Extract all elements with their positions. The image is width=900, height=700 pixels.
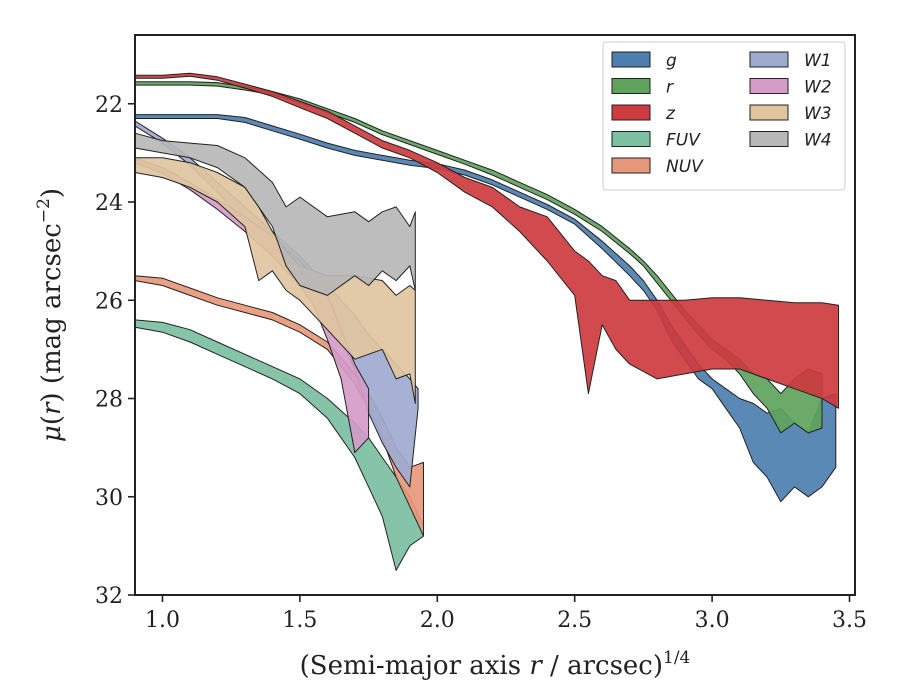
- x-tick-label: 2.0: [420, 608, 455, 633]
- y-tick-label: 22: [95, 93, 123, 118]
- legend-swatch: [611, 157, 651, 174]
- legend-swatch: [749, 78, 789, 94]
- legend-item-nuv: NUV: [611, 157, 704, 177]
- series-band-nuv: [134, 275, 424, 537]
- legend-item-w4: W4: [749, 131, 832, 151]
- series-band-w4: [134, 132, 416, 296]
- legend-label: W4: [804, 131, 832, 151]
- legend-swatch: [611, 131, 651, 147]
- x-tick-label: 2.5: [557, 608, 592, 633]
- series-band-g: [134, 114, 837, 503]
- x-tick-label: 1.5: [282, 608, 317, 633]
- legend-swatch: [749, 131, 789, 147]
- series-band-z: [134, 72, 839, 409]
- series-band-r: [134, 81, 823, 434]
- legend-label: r: [666, 78, 674, 98]
- y-axis-label: μ(r) (mag arcsec−2): [34, 188, 67, 442]
- legend-item-w2: W2: [749, 78, 832, 98]
- legend-swatch: [749, 104, 789, 121]
- legend-label: z: [665, 104, 676, 124]
- x-tick-label: 3.0: [695, 608, 730, 633]
- y-tick-label: 26: [95, 289, 123, 314]
- y-tick-label: 24: [95, 191, 123, 216]
- legend-swatch: [611, 104, 651, 121]
- legend-label: W3: [804, 104, 832, 124]
- legend-swatch: [749, 51, 789, 68]
- legend-label: NUV: [666, 157, 704, 177]
- y-tick-label: 30: [95, 486, 123, 511]
- y-tick-label: 28: [95, 388, 123, 413]
- legend-item-fuv: FUV: [611, 131, 701, 151]
- legend-item-g: g: [611, 51, 677, 71]
- legend-label: W2: [804, 78, 832, 98]
- legend-swatch: [611, 78, 651, 94]
- legend-label: g: [666, 51, 677, 71]
- axis-layer: 1.0 1.5 2.0 2.5 3.0 3.5 22 24 26 28 30 32: [95, 93, 867, 633]
- x-tick-label: 3.5: [832, 608, 867, 633]
- legend-item-w1: W1: [749, 51, 832, 71]
- legend-label: FUV: [666, 131, 701, 151]
- legend: grz FUV NUV W1 W2 W3 W4: [602, 41, 846, 191]
- series-layer: [134, 72, 839, 571]
- legend-item-z: z: [611, 104, 676, 124]
- y-tick-label: 32: [95, 584, 123, 609]
- legend-item-r: r: [611, 78, 674, 98]
- legend-item-w3: W3: [749, 104, 832, 124]
- legend-label: W1: [804, 51, 832, 71]
- legend-swatch: [611, 51, 651, 68]
- x-tick-label: 1.0: [145, 608, 180, 633]
- plot-frame: [134, 34, 856, 596]
- x-axis-label: (Semi-major axis r / arcsec)1/4: [300, 648, 691, 681]
